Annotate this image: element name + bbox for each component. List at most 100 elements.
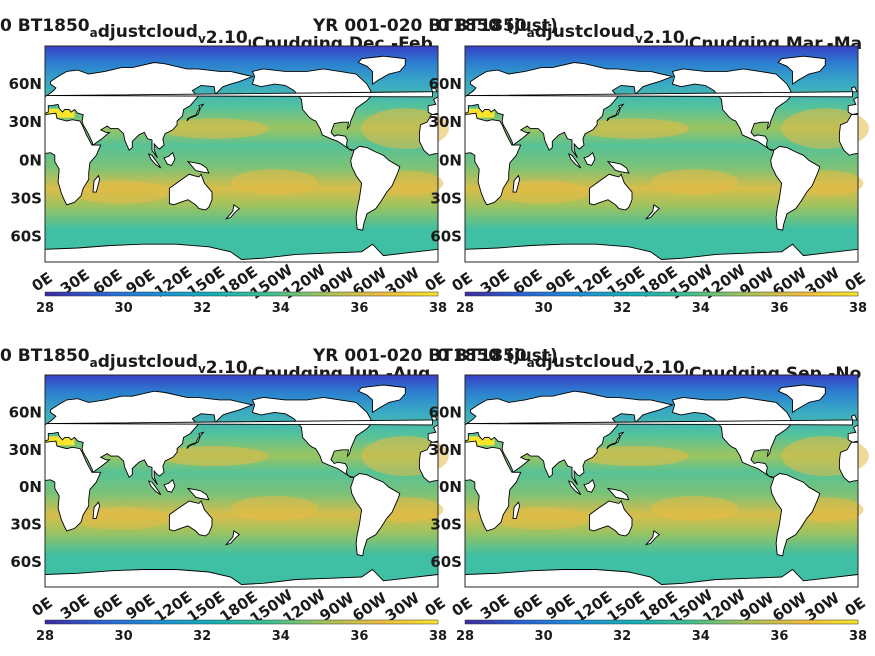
lat-tick-label: 30N: [429, 441, 462, 459]
land-greenland: [357, 55, 406, 85]
colorbar-tick-label: 36: [770, 301, 788, 316]
panel-overlay-title: YR 001-020 BT1850 (just): [312, 346, 558, 366]
lat-tick-label: 0N: [19, 478, 42, 496]
lat-tick-label: 0N: [19, 151, 42, 169]
salinity-max: [72, 180, 171, 204]
land-borneo: [163, 479, 176, 493]
land-japan: [186, 431, 205, 449]
lat-tick-label: 60S: [430, 553, 462, 571]
lon-tick-label: 0E: [28, 594, 55, 621]
land-borneo: [583, 479, 596, 493]
land-new-zealand: [224, 204, 241, 220]
land-africa: [418, 114, 438, 156]
land-africa: [45, 440, 102, 532]
lat-tick-label: 0N: [439, 478, 462, 496]
land-antarctica: [45, 243, 438, 262]
land-sumatra: [147, 153, 162, 169]
lat-tick-label: 60S: [10, 553, 42, 571]
colorbar-tick-label: 30: [115, 629, 133, 644]
axes-frame: [464, 45, 859, 263]
salinity-max: [72, 507, 171, 530]
salinity-max: [579, 446, 689, 467]
colorbar-tick-label: 36: [770, 629, 788, 644]
land-british-isles: [46, 86, 438, 98]
colorbar-tick-label: 38: [849, 629, 867, 644]
land-north-america: [671, 396, 794, 478]
land-australia: [168, 173, 213, 211]
lat-tick-label: 0N: [439, 151, 462, 169]
land-greenland: [777, 384, 826, 414]
land-eurasia: [847, 96, 858, 116]
salinity-max: [159, 446, 269, 467]
mediterranean: [466, 108, 495, 118]
land-british-isles: [466, 414, 858, 426]
lon-tick-label: 30W: [382, 589, 423, 625]
land-new-zealand: [224, 530, 241, 546]
land-eurasia: [427, 96, 438, 116]
salinity-max: [579, 118, 689, 139]
salinity-max: [230, 495, 318, 521]
land-south-america: [350, 473, 401, 557]
land-british-isles: [466, 86, 858, 98]
colorbar-tick-label: 28: [36, 629, 54, 644]
colorbar-tick-label: 34: [272, 301, 290, 316]
land-south-america: [770, 473, 821, 557]
lon-tick-label: 30E: [57, 591, 93, 624]
land-australia: [589, 500, 633, 537]
lat-tick-label: 30S: [10, 189, 42, 207]
land-africa: [465, 112, 522, 206]
land-greenland: [777, 55, 826, 85]
land-australia: [589, 173, 633, 211]
land-antarctica: [465, 243, 858, 262]
colorbar-tick-label: 36: [350, 301, 368, 316]
axes-frame: [44, 45, 439, 263]
map-panel-2: 0 BT1850adjustcloudv2.10lCnudging Mar.-M…: [429, 16, 869, 316]
land-sumatra: [147, 480, 162, 496]
land-british-isles: [46, 414, 438, 426]
land-sumatra: [567, 153, 582, 169]
colorbar-tick-label: 36: [350, 629, 368, 644]
colorbar-tick-label: 32: [193, 301, 211, 316]
land-africa: [418, 441, 438, 483]
lon-tick-label: 60E: [90, 591, 126, 624]
colorbar-tick-label: 32: [613, 301, 631, 316]
lat-tick-label: 60N: [429, 75, 462, 93]
lon-tick-label: 0E: [448, 269, 475, 296]
land-madagascar: [92, 174, 101, 193]
lon-tick-label: 0E: [421, 594, 448, 621]
land-australia: [168, 500, 213, 537]
salinity-max: [650, 495, 738, 521]
mediterranean: [46, 436, 75, 446]
axes-frame: [464, 374, 859, 588]
land-japan: [186, 103, 205, 122]
colorbar-tick-label: 38: [429, 629, 447, 644]
land-eurasia: [847, 424, 858, 443]
lon-tick-label: 0E: [28, 269, 55, 296]
salinity-max: [159, 118, 269, 139]
lon-tick-label: 60W: [349, 589, 390, 625]
land-antarctica: [45, 568, 438, 587]
land-north-america: [251, 68, 374, 151]
land-sumatra: [567, 480, 582, 496]
lon-tick-label: 0E: [841, 269, 868, 296]
lat-tick-label: 60N: [429, 403, 462, 421]
lon-tick-label: 0E: [841, 594, 868, 621]
salinity-max: [230, 169, 318, 195]
lat-tick-label: 30N: [429, 113, 462, 131]
land-japan: [606, 103, 625, 122]
colorbar-tick-label: 34: [692, 629, 710, 644]
land-africa: [45, 112, 102, 206]
land-eurasia: [45, 390, 254, 485]
colorbar-tick-label: 32: [193, 629, 211, 644]
colorbar-tick-label: 28: [456, 301, 474, 316]
colorbar-tick-label: 34: [692, 301, 710, 316]
land-madagascar: [512, 174, 521, 193]
salinity-max: [492, 180, 591, 204]
colorbar: [464, 291, 859, 297]
lon-tick-label: 60E: [510, 591, 546, 624]
colorbar-tick-label: 34: [272, 629, 290, 644]
land-greenland: [357, 384, 406, 414]
lon-tick-label: 30E: [477, 591, 513, 624]
land-africa: [838, 441, 858, 483]
land-south-america: [770, 145, 821, 231]
